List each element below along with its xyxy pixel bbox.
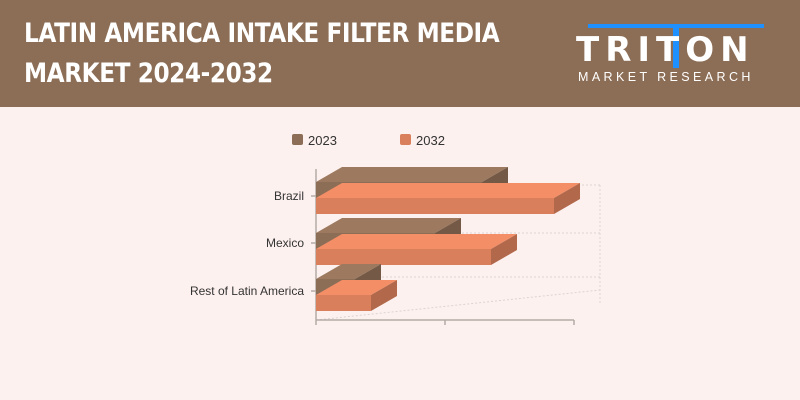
category-label: Brazil <box>274 189 304 203</box>
bar-chart: Brazil Mexico Rest of Latin America 2023 203… <box>190 133 601 325</box>
bar-side-face <box>371 280 397 311</box>
bar-side-face <box>554 183 580 214</box>
bar-2032-0 <box>316 198 554 214</box>
legend-label: 2023 <box>308 133 337 148</box>
bar-top-face <box>316 218 461 233</box>
logo-tagline: MARKET RESEARCH <box>578 70 754 84</box>
bar-top-face <box>316 264 381 279</box>
title-line-2: MARKET 2024-2032 <box>24 58 273 89</box>
bar-2032-1 <box>316 249 491 265</box>
category-label: Mexico <box>266 236 304 250</box>
bar-top-face <box>316 234 517 249</box>
title-line-1: LATIN AMERICA INTAKE FILTER MEDIA <box>24 18 500 49</box>
triton-logo: TRITON MARKET RESEARCH <box>572 24 772 94</box>
bar-top-face <box>316 167 508 182</box>
legend-swatch <box>292 134 303 145</box>
page-title: LATIN AMERICA INTAKE FILTER MEDIA MARKET… <box>24 14 500 94</box>
grid-line-floor <box>315 289 601 321</box>
bar-2032-2 <box>316 295 371 311</box>
legend-swatch <box>400 134 411 145</box>
bar-side-face <box>491 234 517 265</box>
bar-top-face <box>316 183 580 198</box>
legend-label: 2032 <box>416 133 445 148</box>
bar-top-face <box>316 280 397 295</box>
logo-wordmark: TRITON <box>576 30 755 70</box>
category-label: Rest of Latin America <box>190 284 304 298</box>
header-banner: LATIN AMERICA INTAKE FILTER MEDIA MARKET… <box>0 0 800 107</box>
logo-accent-stem <box>673 24 679 68</box>
